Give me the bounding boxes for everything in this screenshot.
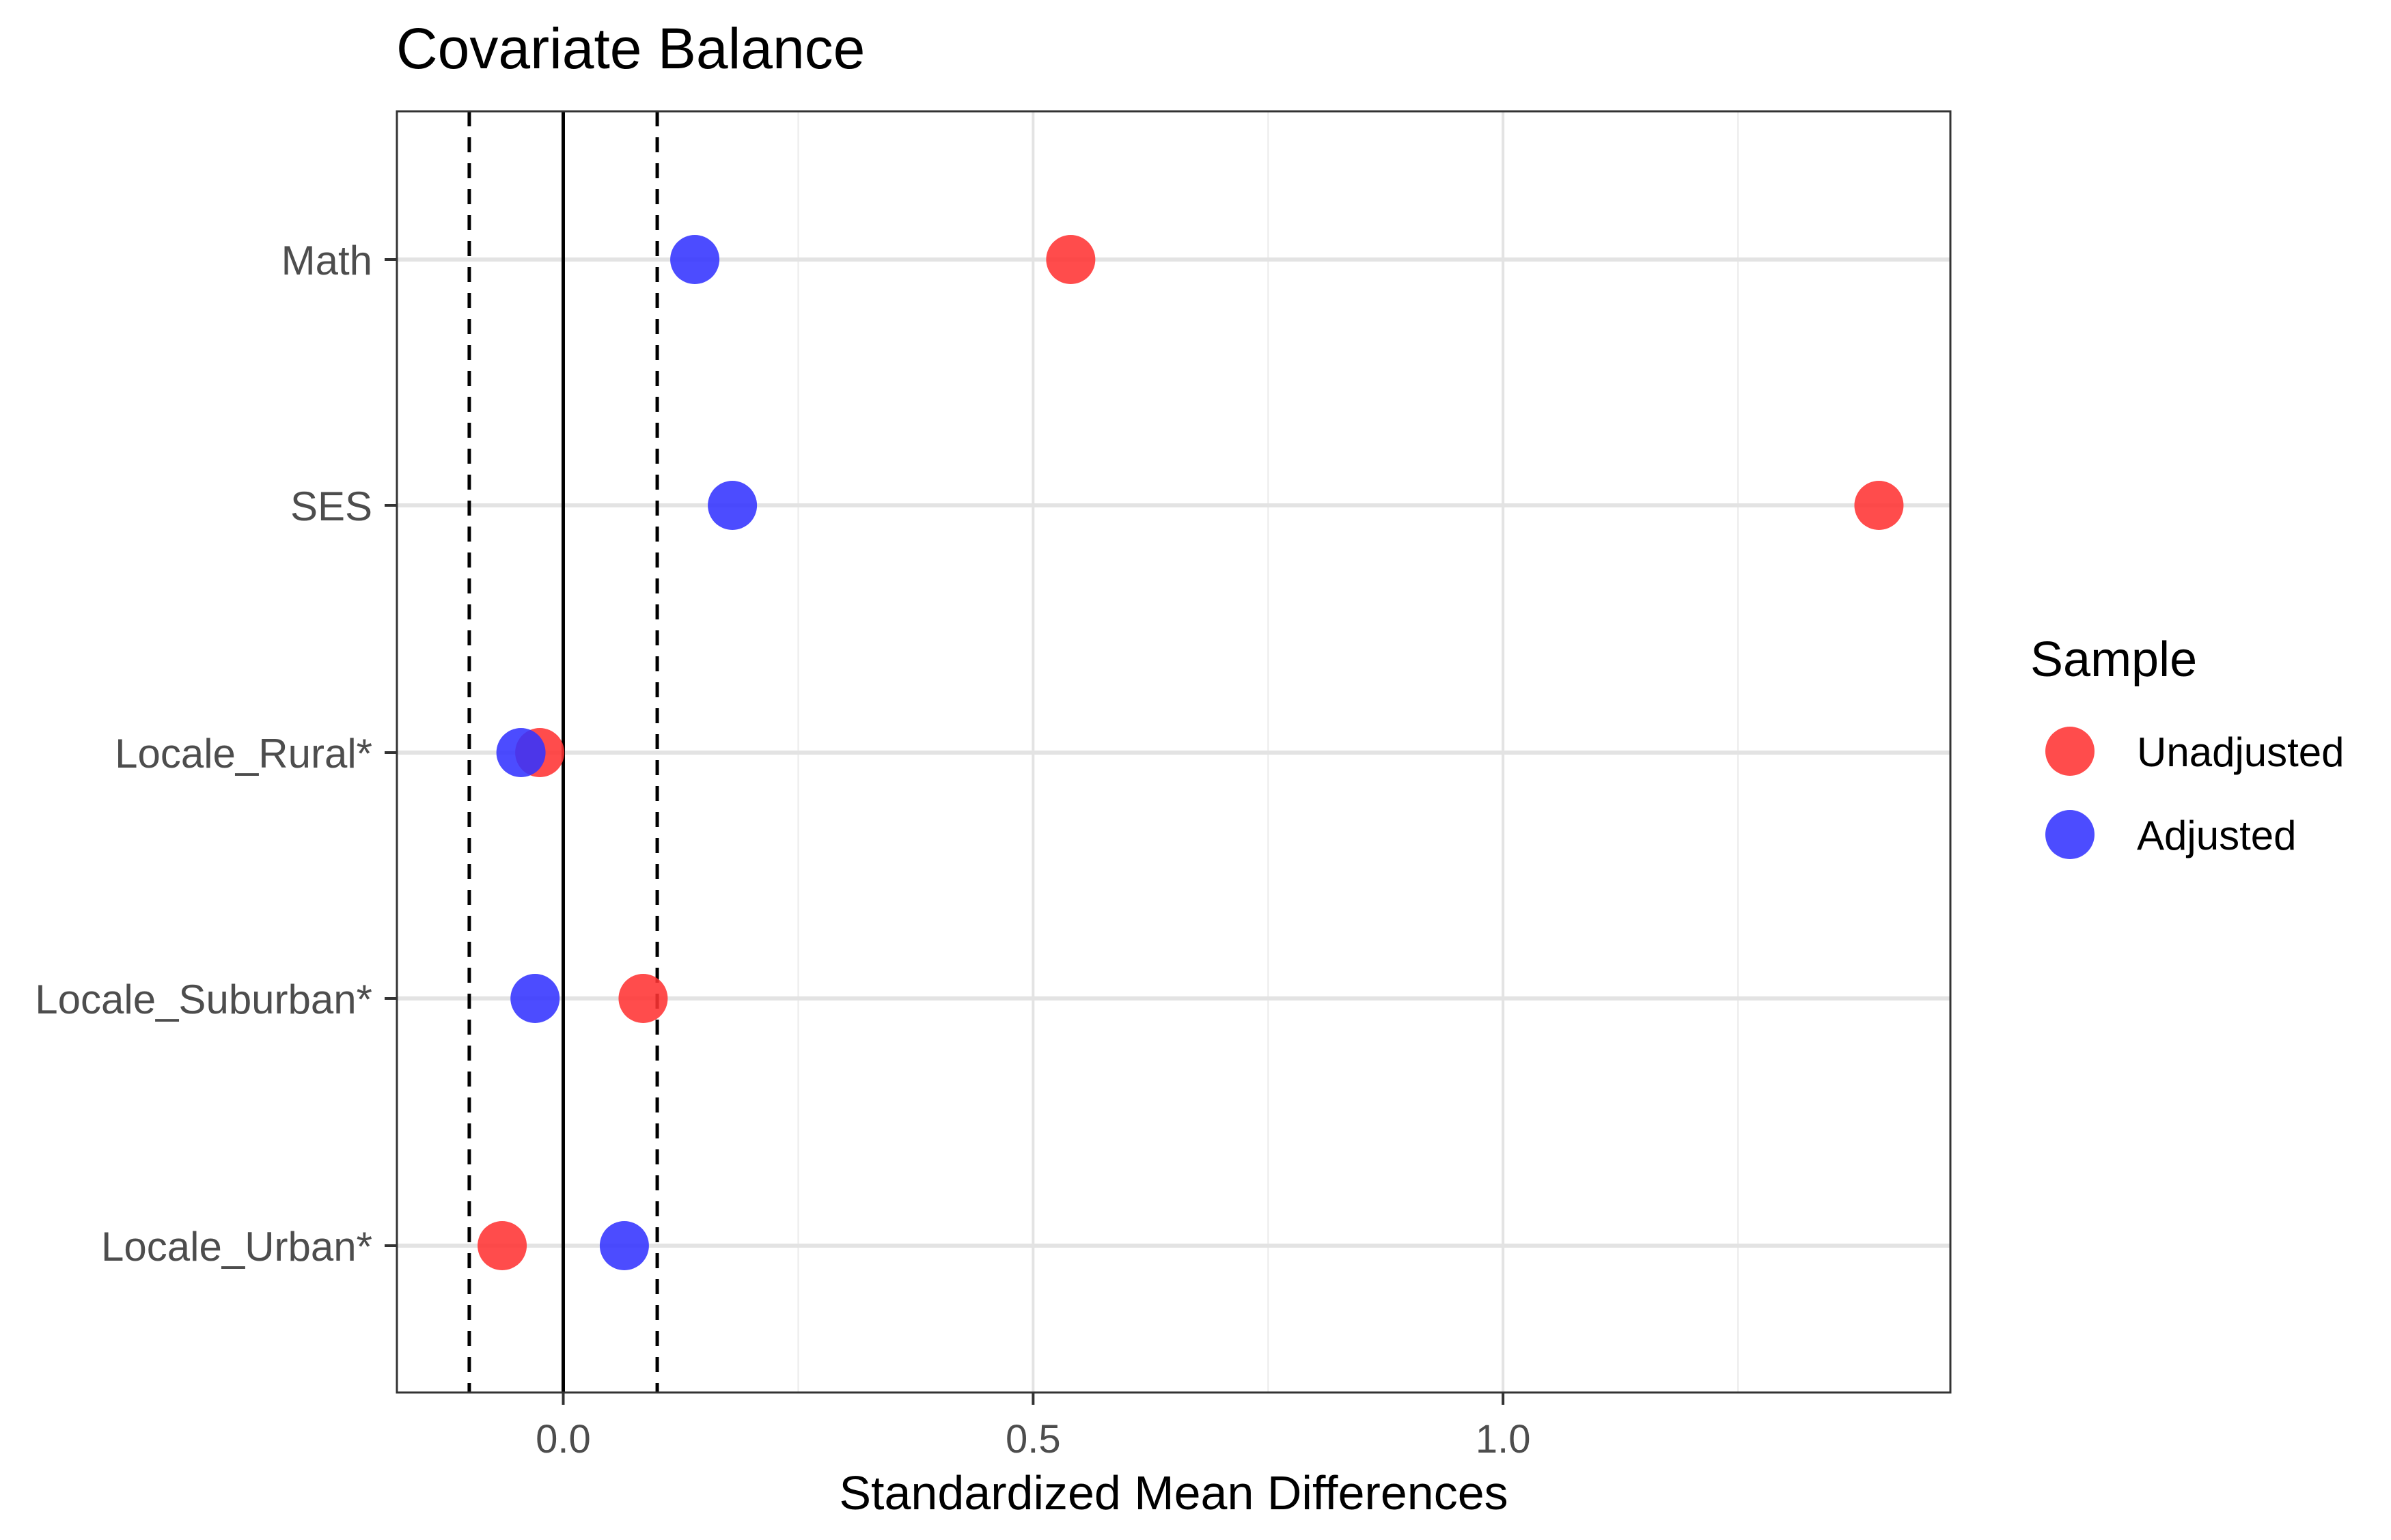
x-tick-label: 0.0: [536, 1417, 591, 1461]
point-unadjusted-1: [1854, 481, 1904, 530]
x-axis: 0.0 0.5 1.0: [536, 1392, 1530, 1461]
y-tick-label: Locale_Rural*: [115, 731, 372, 776]
point-adjusted-2: [496, 728, 546, 777]
legend-key-adjusted: [2045, 810, 2095, 859]
x-tick-label: 1.0: [1476, 1417, 1531, 1461]
point-adjusted-0: [670, 235, 720, 284]
point-adjusted-4: [599, 1221, 649, 1270]
point-adjusted-3: [510, 974, 560, 1023]
legend: Sample Unadjusted Adjusted: [2030, 632, 2345, 859]
x-tick-label: 0.5: [1006, 1417, 1061, 1461]
legend-label-unadjusted: Unadjusted: [2137, 729, 2345, 775]
x-axis-label: Standardized Mean Differences: [839, 1466, 1508, 1520]
legend-key-unadjusted: [2045, 727, 2095, 776]
y-axis: Math SES Locale_Rural* Locale_Suburban* Loca…: [35, 238, 397, 1270]
point-adjusted-1: [708, 481, 758, 530]
legend-title: Sample: [2030, 632, 2197, 687]
y-tick-label: SES: [290, 484, 372, 529]
y-tick-label: Math: [281, 238, 372, 283]
point-unadjusted-0: [1046, 235, 1096, 284]
point-unadjusted-3: [618, 974, 668, 1023]
chart-title: Covariate Balance: [396, 16, 865, 81]
legend-label-adjusted: Adjusted: [2137, 813, 2297, 858]
y-tick-label: Locale_Suburban*: [35, 977, 372, 1022]
data-points: [478, 235, 1904, 1270]
y-tick-label: Locale_Urban*: [101, 1224, 372, 1270]
point-unadjusted-4: [478, 1221, 527, 1270]
